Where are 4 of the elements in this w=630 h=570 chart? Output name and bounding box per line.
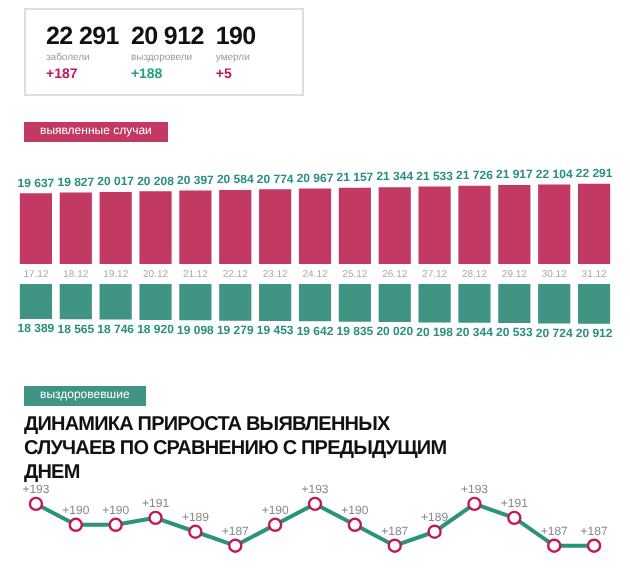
text: 20 912 bbox=[130, 22, 204, 52]
text: 22 291 bbox=[46, 22, 119, 52]
chart-title: ДИНАМИКА ПРИРОСТА ВЫЯВЛЕННЫХ СЛУЧАЕВ ПО СРАВНЕНИЮ С ПРЕДЫДУЩИМ ДНЕМ bbox=[24, 414, 449, 484]
text: 190 bbox=[215, 22, 256, 52]
